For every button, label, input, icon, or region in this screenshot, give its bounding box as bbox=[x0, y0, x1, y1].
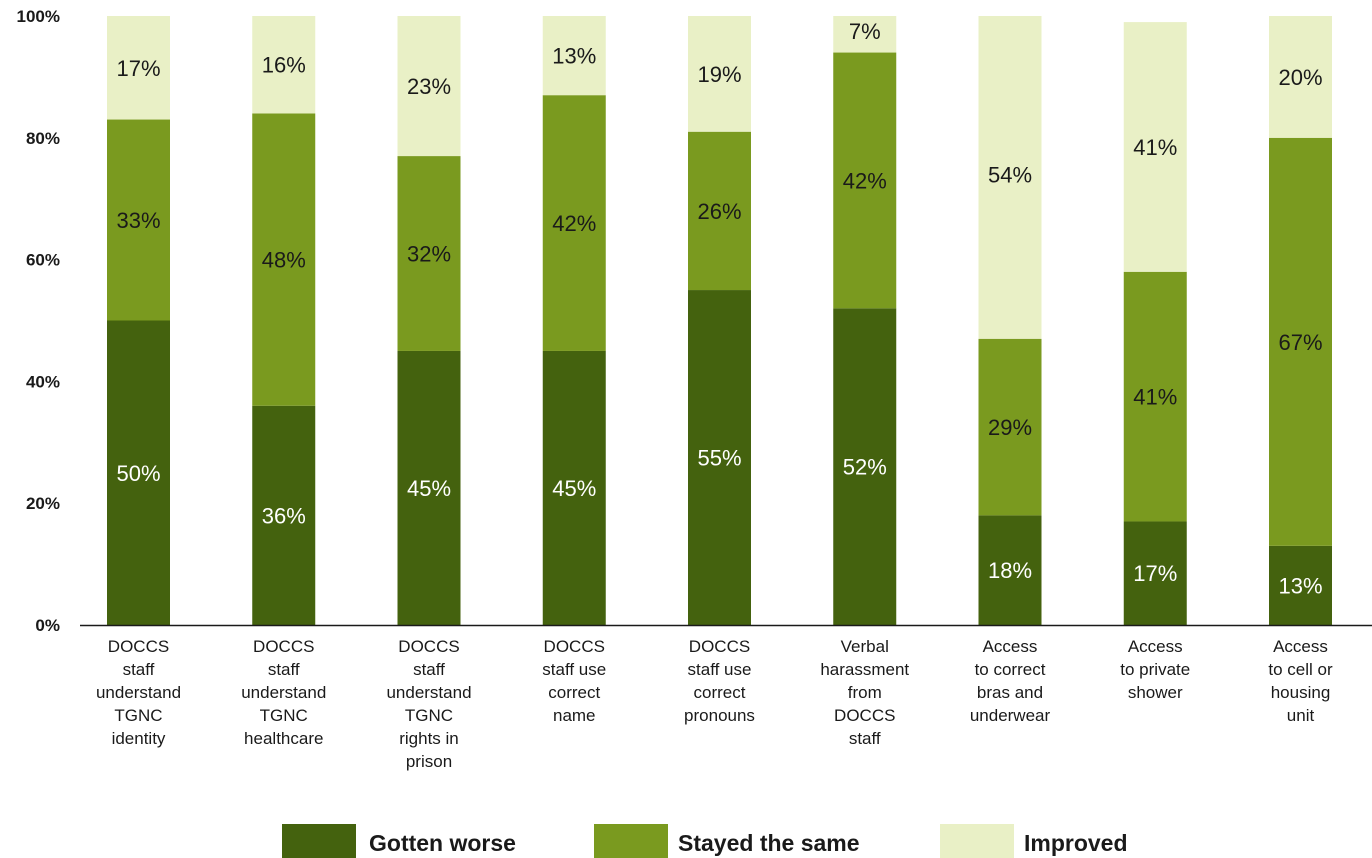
bar-segment bbox=[1123, 521, 1187, 625]
bars: 50% 33% 17% 36% 48% 16% 45% 32% 23% 45% 42% 13% 55% 2… bbox=[107, 16, 1332, 625]
bar-segment bbox=[978, 16, 1042, 339]
bar-segment bbox=[107, 16, 170, 120]
bar-segment bbox=[978, 515, 1042, 625]
data-label: 36% bbox=[262, 503, 306, 528]
legend-swatch bbox=[282, 824, 356, 858]
bar-segment bbox=[1269, 16, 1332, 138]
category-label: Access to correct bras and underwear bbox=[970, 637, 1051, 725]
bar-stack: 13% 67% 20% bbox=[1269, 16, 1332, 625]
bar-segment bbox=[688, 16, 751, 132]
legend-label: Stayed the same bbox=[678, 830, 860, 856]
y-tick-label: 100% bbox=[17, 7, 60, 26]
data-label: 55% bbox=[697, 446, 741, 471]
category-label: DOCCS staff use correct pronouns bbox=[684, 637, 755, 725]
data-label: 67% bbox=[1278, 330, 1322, 355]
bar-segment bbox=[397, 350, 461, 625]
data-label: 17% bbox=[1133, 561, 1177, 586]
data-label: 19% bbox=[697, 62, 741, 87]
category-label: Access to cell or housing unit bbox=[1268, 637, 1333, 725]
data-label: 20% bbox=[1278, 65, 1322, 90]
y-tick-label: 40% bbox=[26, 372, 60, 391]
data-label: 45% bbox=[407, 476, 451, 501]
data-label: 41% bbox=[1133, 135, 1177, 160]
legend-item: Gotten worse bbox=[282, 824, 516, 858]
bar-stack: 55% 26% 19% bbox=[688, 16, 751, 625]
legend-swatch bbox=[940, 824, 1014, 858]
data-label: 45% bbox=[552, 476, 596, 501]
y-tick-label: 20% bbox=[26, 494, 60, 513]
category-label: Access to private shower bbox=[1120, 637, 1190, 702]
legend-label: Improved bbox=[1024, 830, 1128, 856]
data-label: 7% bbox=[849, 19, 881, 44]
bar-segment bbox=[833, 52, 897, 309]
bar-segment bbox=[978, 338, 1042, 516]
legend-item: Improved bbox=[940, 824, 1128, 858]
legend: Gotten worse Stayed the same Improved bbox=[282, 824, 1128, 858]
bar-segment bbox=[252, 16, 316, 114]
bar-segment bbox=[107, 320, 170, 625]
data-label: 52% bbox=[843, 455, 887, 480]
bar-segment bbox=[688, 131, 751, 291]
legend-swatch bbox=[594, 824, 668, 858]
data-label: 42% bbox=[843, 168, 887, 193]
bar-stack: 17% 41% 41% bbox=[1123, 22, 1187, 625]
category-label: Verbal harassment from DOCCS staff bbox=[820, 637, 909, 748]
category-label: DOCCS staff use correct name bbox=[542, 637, 606, 725]
y-tick-label: 60% bbox=[26, 251, 60, 270]
data-label: 32% bbox=[407, 242, 451, 267]
category-label: DOCCS staff understand TGNC rights in prison bbox=[386, 637, 471, 771]
bar-stack: 36% 48% 16% bbox=[252, 16, 316, 625]
x-axis: DOCCS staff understand TGNC identity DOCCS sta… bbox=[80, 624, 1372, 771]
bar-segment bbox=[252, 113, 316, 406]
data-label: 42% bbox=[552, 211, 596, 236]
bar-segment bbox=[1269, 545, 1332, 625]
bar-segment bbox=[107, 119, 170, 321]
data-label: 54% bbox=[988, 162, 1032, 187]
bar-segment bbox=[833, 16, 897, 53]
data-label: 26% bbox=[697, 199, 741, 224]
bar-segment bbox=[397, 16, 461, 157]
bar-segment bbox=[542, 95, 606, 351]
bar-segment bbox=[833, 308, 897, 625]
bar-stack: 18% 29% 54% bbox=[978, 16, 1042, 625]
data-label: 17% bbox=[116, 56, 160, 81]
bar-stack: 52% 42% 7% bbox=[833, 16, 897, 625]
bar-segment bbox=[1269, 137, 1332, 546]
category-label: DOCCS staff understand TGNC identity bbox=[96, 637, 181, 748]
legend-item: Stayed the same bbox=[594, 824, 860, 858]
bar-stack: 50% 33% 17% bbox=[107, 16, 170, 625]
data-label: 13% bbox=[552, 44, 596, 69]
bar-segment bbox=[542, 16, 606, 96]
bar-segment bbox=[252, 405, 316, 625]
bar-segment bbox=[542, 350, 606, 625]
data-label: 50% bbox=[116, 461, 160, 486]
legend-label: Gotten worse bbox=[369, 830, 516, 856]
y-tick-label: 0% bbox=[35, 616, 60, 635]
data-label: 33% bbox=[116, 208, 160, 233]
bar-segment bbox=[1123, 22, 1187, 272]
bar-segment bbox=[688, 290, 751, 625]
data-label: 13% bbox=[1278, 573, 1322, 598]
bar-stack: 45% 42% 13% bbox=[542, 16, 606, 625]
data-label: 18% bbox=[988, 558, 1032, 583]
y-axis: 0% 20% 40% 60% 80% 100% bbox=[17, 7, 60, 635]
data-label: 23% bbox=[407, 74, 451, 99]
bar-segment bbox=[397, 156, 461, 351]
bar-segment bbox=[1123, 271, 1187, 522]
bar-stack: 45% 32% 23% bbox=[397, 16, 461, 625]
data-label: 29% bbox=[988, 415, 1032, 440]
data-label: 41% bbox=[1133, 385, 1177, 410]
category-label: DOCCS staff understand TGNC healthcare bbox=[241, 637, 326, 748]
y-tick-label: 80% bbox=[26, 129, 60, 148]
data-label: 16% bbox=[262, 53, 306, 78]
data-label: 48% bbox=[262, 248, 306, 273]
